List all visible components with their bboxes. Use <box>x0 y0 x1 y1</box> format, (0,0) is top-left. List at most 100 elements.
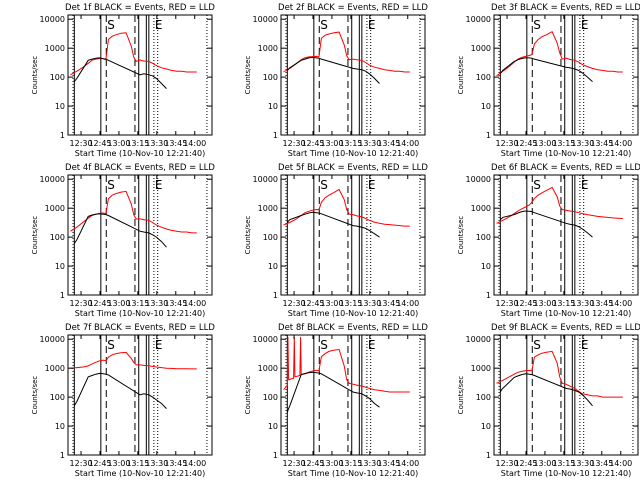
plot-frame <box>67 14 213 136</box>
y-tick-label: 10000 <box>253 15 278 24</box>
x-tick-label: 13:30 <box>571 139 594 148</box>
y-axis-label: Counts/sec <box>31 216 39 255</box>
chart-title: Det 3f BLACK = Events, RED = LLD <box>491 3 640 13</box>
y-tick-label: 10 <box>55 262 65 271</box>
series-events <box>286 371 380 413</box>
x-tick-label: 13:30 <box>571 299 594 308</box>
series-events <box>499 373 593 407</box>
x-tick-label: 14:00 <box>609 299 632 308</box>
marker-E: E <box>581 18 589 32</box>
chart-title: Det 2f BLACK = Events, RED = LLD <box>278 3 428 13</box>
y-tick-label: 10000 <box>253 175 278 184</box>
x-axis-label: Start Time (10-Nov-10 12:21:40) <box>501 149 631 158</box>
y-axis-label: Counts/sec <box>31 56 39 95</box>
y-tick-label: 10000 <box>466 175 491 184</box>
panel-3: S E Det 3f BLACK = Events, RED = LLD 12:30 1… <box>457 3 640 158</box>
y-tick-label: 1000 <box>45 204 65 213</box>
x-axis-label: Start Time (10-Nov-10 12:21:40) <box>288 149 418 158</box>
x-tick-label: 13:45 <box>377 459 400 468</box>
x-tick-label: 13:15 <box>126 459 149 468</box>
y-tick-label: 100 <box>50 233 65 242</box>
x-tick-label: 13:30 <box>145 299 168 308</box>
x-tick-label: 13:45 <box>164 139 187 148</box>
x-tick-label: 12:30 <box>70 139 93 148</box>
marker-S: S <box>107 338 115 352</box>
marker-E: E <box>155 178 163 192</box>
y-tick-label: 1 <box>486 451 491 460</box>
y-tick-label: 100 <box>50 393 65 402</box>
x-tick-label: 13:30 <box>358 459 381 468</box>
x-tick-label: 13:00 <box>107 139 130 148</box>
series-events <box>73 57 167 89</box>
x-axis-label: Start Time (10-Nov-10 12:21:40) <box>75 309 205 318</box>
series-lld <box>283 31 410 73</box>
x-tick-label: 13:30 <box>358 299 381 308</box>
y-tick-label: 10000 <box>40 15 65 24</box>
x-tick-label: 13:45 <box>590 459 613 468</box>
y-tick-label: 10 <box>55 422 65 431</box>
x-tick-label: 13:15 <box>552 459 575 468</box>
y-tick-label: 10 <box>481 422 491 431</box>
plot-frame <box>67 334 213 456</box>
y-tick-label: 1000 <box>258 364 278 373</box>
x-tick-label: 12:45 <box>514 459 537 468</box>
chart-title: Det 6f BLACK = Events, RED = LLD <box>491 163 640 173</box>
series-events <box>286 211 380 238</box>
y-tick-label: 10 <box>55 102 65 111</box>
y-axis-label: Counts/sec <box>244 376 252 415</box>
marker-E: E <box>368 18 376 32</box>
series-lld <box>496 350 623 398</box>
x-tick-label: 14:00 <box>609 459 632 468</box>
x-tick-label: 14:00 <box>183 299 206 308</box>
x-tick-label: 13:15 <box>126 299 149 308</box>
marker-S: S <box>533 178 541 192</box>
x-tick-label: 12:45 <box>301 459 324 468</box>
x-tick-label: 13:15 <box>339 299 362 308</box>
x-axis-label: Start Time (10-Nov-10 12:21:40) <box>288 469 418 478</box>
y-tick-label: 1000 <box>258 204 278 213</box>
x-tick-label: 13:15 <box>339 459 362 468</box>
chart-title: Det 4f BLACK = Events, RED = LLD <box>65 163 215 173</box>
x-tick-label: 12:30 <box>70 459 93 468</box>
series-events <box>73 213 167 248</box>
x-tick-label: 13:15 <box>339 139 362 148</box>
y-tick-label: 100 <box>50 73 65 82</box>
x-tick-label: 12:30 <box>496 139 519 148</box>
y-axis-label: Counts/sec <box>31 376 39 415</box>
x-tick-label: 13:00 <box>107 299 130 308</box>
x-tick-label: 13:00 <box>320 139 343 148</box>
y-axis-label: Counts/sec <box>457 216 465 255</box>
y-tick-label: 1000 <box>471 364 491 373</box>
chart-title: Det 8f BLACK = Events, RED = LLD <box>278 323 428 333</box>
series-lld <box>283 188 410 227</box>
plot-frame <box>280 174 426 296</box>
x-axis-label: Start Time (10-Nov-10 12:21:40) <box>501 469 631 478</box>
series-lld <box>70 351 197 370</box>
x-tick-label: 13:00 <box>533 139 556 148</box>
marker-E: E <box>581 338 589 352</box>
x-tick-label: 12:30 <box>283 139 306 148</box>
series-lld <box>496 31 623 77</box>
marker-E: E <box>155 18 163 32</box>
y-tick-label: 1 <box>273 451 278 460</box>
x-tick-label: 14:00 <box>396 139 419 148</box>
x-tick-label: 12:30 <box>70 299 93 308</box>
x-tick-label: 13:30 <box>145 459 168 468</box>
y-tick-label: 1000 <box>45 44 65 53</box>
x-tick-label: 13:30 <box>358 139 381 148</box>
x-tick-label: 13:15 <box>126 139 149 148</box>
y-tick-label: 1 <box>60 131 65 140</box>
series-lld <box>70 190 197 234</box>
x-tick-label: 13:00 <box>107 459 130 468</box>
chart-title: Det 9f BLACK = Events, RED = LLD <box>491 323 640 333</box>
x-tick-label: 12:45 <box>301 299 324 308</box>
y-tick-label: 100 <box>476 73 491 82</box>
series-events <box>499 57 593 82</box>
x-axis-label: Start Time (10-Nov-10 12:21:40) <box>75 149 205 158</box>
marker-S: S <box>533 18 541 32</box>
series-events <box>286 56 380 84</box>
y-tick-label: 1 <box>486 291 491 300</box>
